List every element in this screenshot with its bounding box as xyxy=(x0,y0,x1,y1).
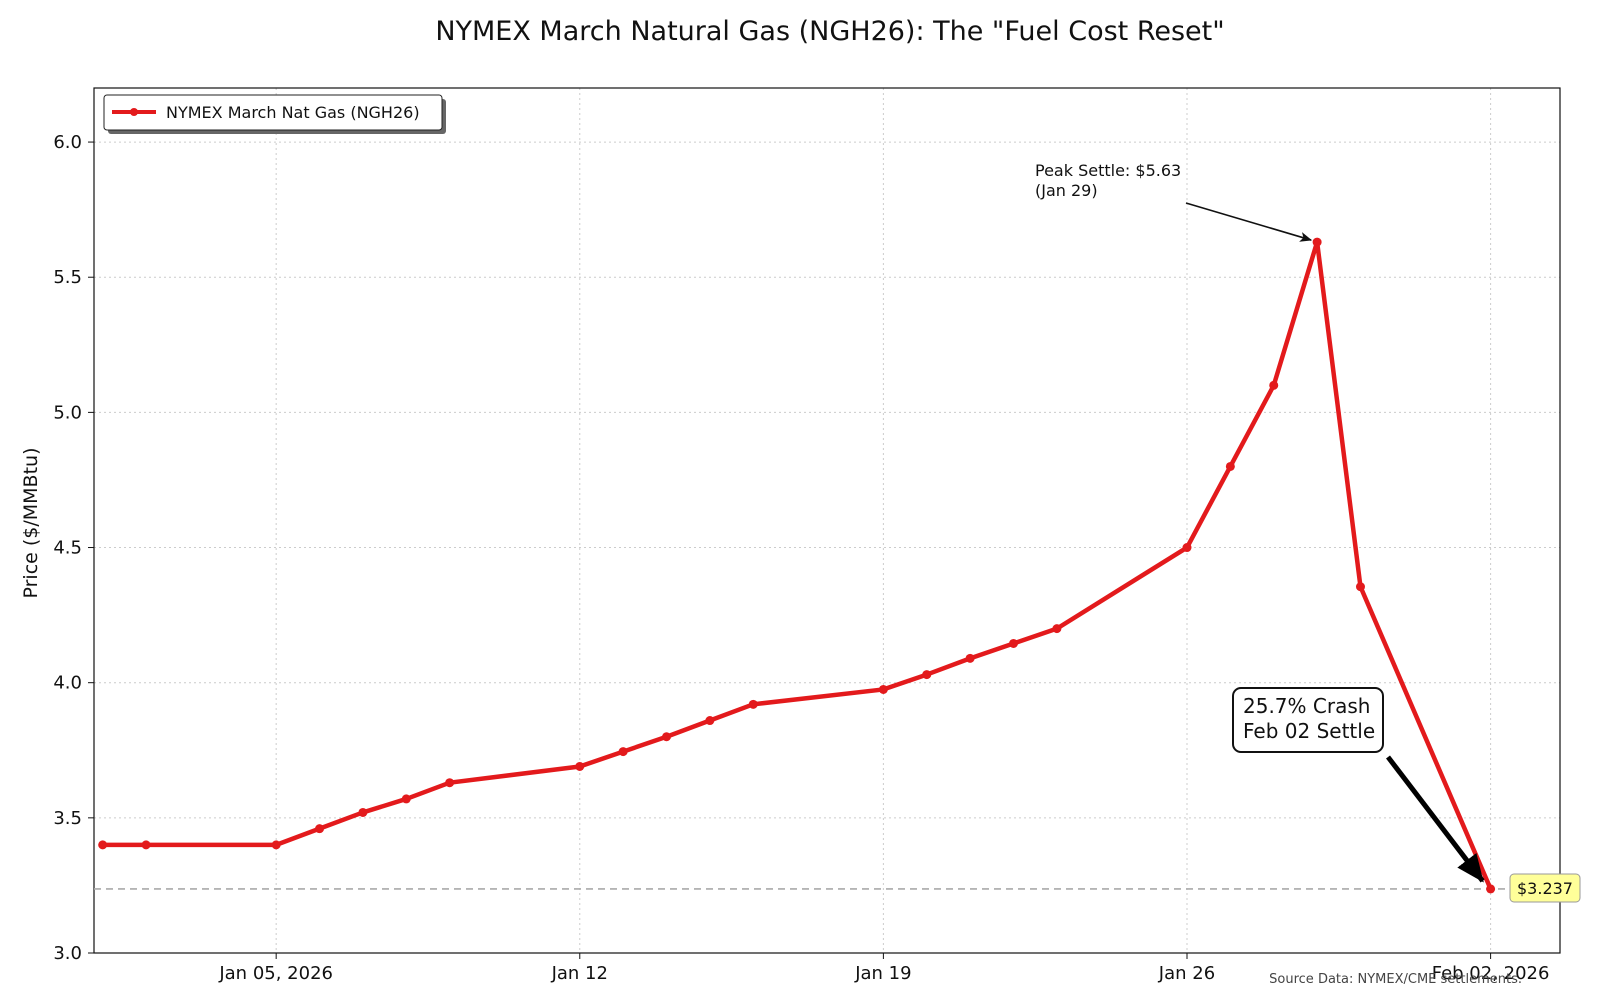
data-point xyxy=(1312,237,1322,247)
last-value-box xyxy=(1509,873,1581,903)
chart-title: NYMEX March Natural Gas (NGH26): The "Fu… xyxy=(435,16,1224,47)
x-tick-label: Jan 05, 2026 xyxy=(218,963,333,984)
data-point xyxy=(878,684,888,694)
legend-box xyxy=(103,94,443,131)
data-point xyxy=(1225,461,1235,471)
plot-frame xyxy=(93,87,1561,954)
data-point xyxy=(315,824,325,834)
peak-annotation-line2: (Jan 29) xyxy=(1035,181,1098,200)
crash-arrow xyxy=(1386,755,1485,883)
x-ticks: Jan 05, 2026 Jan 12 Jan 19 Jan 26 Feb 02, 20… xyxy=(218,953,1549,984)
data-point xyxy=(1486,884,1496,894)
data-point xyxy=(575,761,585,771)
axes xyxy=(93,87,1561,954)
x-tick-label: Feb 02, 2026 xyxy=(1432,963,1550,984)
data-point xyxy=(141,840,151,850)
data-point xyxy=(98,840,108,850)
grid xyxy=(94,88,1560,954)
data-point xyxy=(401,794,411,804)
x-tick-label: Jan 12 xyxy=(551,963,608,984)
data-point xyxy=(1009,638,1019,648)
y-tick-label: 3.0 xyxy=(53,943,82,964)
peak-arrow xyxy=(1185,202,1313,242)
peak-annotation: Peak Settle: $5.63 (Jan 29) xyxy=(1035,161,1313,242)
data-point xyxy=(965,653,975,663)
data-point xyxy=(445,778,455,788)
y-axis-label: Price ($/MMBtu) xyxy=(20,447,42,598)
crash-box xyxy=(1232,687,1384,753)
source-note: Source Data: NYMEX/CME settlements. xyxy=(1269,972,1522,987)
last-value-text: $3.237 xyxy=(1517,879,1573,898)
series-line xyxy=(100,239,1493,892)
peak-annotation-line1: Peak Settle: $5.63 xyxy=(1035,161,1181,180)
data-point xyxy=(358,807,368,817)
last-value-label: $3.237 xyxy=(1509,873,1581,903)
data-point xyxy=(748,699,758,709)
y-tick-label: 3.5 xyxy=(53,808,82,829)
data-point xyxy=(1052,624,1062,634)
y-ticks: 3.0 3.5 4.0 4.5 5.0 5.5 6.0 xyxy=(53,132,94,964)
legend: NYMEX March Nat Gas (NGH26) xyxy=(103,94,446,134)
series xyxy=(98,237,1496,894)
y-tick-label: 5.5 xyxy=(53,267,82,288)
x-tick-label: Jan 26 xyxy=(1158,963,1215,984)
legend-marker xyxy=(130,108,138,116)
crash-annotation-line1: 25.7% Crash xyxy=(1243,694,1370,718)
y-tick-label: 5.0 xyxy=(53,402,82,423)
data-point xyxy=(705,716,715,726)
data-point xyxy=(1182,543,1192,553)
data-point xyxy=(271,840,281,850)
data-point xyxy=(1355,582,1365,592)
x-tick-label: Jan 19 xyxy=(854,963,911,984)
data-point xyxy=(618,747,628,757)
crash-annotation-line2: Feb 02 Settle xyxy=(1243,719,1375,743)
legend-label: NYMEX March Nat Gas (NGH26) xyxy=(166,103,420,122)
data-point xyxy=(1269,380,1279,390)
y-tick-label: 4.5 xyxy=(53,538,82,559)
y-tick-label: 4.0 xyxy=(53,673,82,694)
y-tick-label: 6.0 xyxy=(53,132,82,153)
data-point xyxy=(662,732,672,742)
data-point xyxy=(922,670,932,680)
crash-annotation: 25.7% Crash Feb 02 Settle xyxy=(1232,687,1485,883)
